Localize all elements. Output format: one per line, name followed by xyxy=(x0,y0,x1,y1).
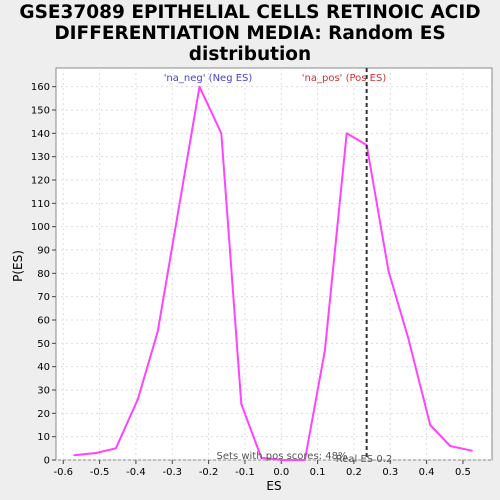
x-tick-label: -0.2 xyxy=(199,467,219,478)
y-tick-label: 40 xyxy=(37,362,50,373)
es-density-point xyxy=(220,132,223,135)
x-tick-label: 0.3 xyxy=(382,467,398,478)
y-tick-label: 100 xyxy=(31,222,50,233)
x-tick-label: 0.5 xyxy=(455,467,471,478)
es-density-point xyxy=(304,459,306,461)
es-density-point xyxy=(280,459,283,461)
plot-area xyxy=(55,67,493,461)
es-density-point xyxy=(198,85,201,88)
pos-scores-annotation: Sets with pos scores: 48% xyxy=(217,451,348,462)
es-density-point xyxy=(471,449,473,452)
legend-pos-label: 'na_pos' (Pos ES) xyxy=(302,73,387,84)
y-tick-label: 50 xyxy=(37,339,50,350)
y-tick-label: 160 xyxy=(31,82,50,93)
es-density-point xyxy=(345,132,348,135)
es-density-point xyxy=(260,456,263,459)
x-tick-label: 0.1 xyxy=(310,467,326,478)
x-tick-label: 0.4 xyxy=(419,467,435,478)
y-tick-label: 10 xyxy=(37,432,50,443)
es-density-point xyxy=(449,445,452,447)
x-axis-title: ES xyxy=(266,479,281,493)
y-tick-label: 90 xyxy=(37,246,50,257)
chart-title: GSE37089 EPITHELIAL CELLS RETINOIC ACID … xyxy=(0,2,500,65)
x-tick-label: -0.3 xyxy=(163,467,183,478)
es-density-point xyxy=(324,349,326,352)
grid xyxy=(56,68,492,461)
es-density-point xyxy=(387,270,390,272)
es-density-point xyxy=(95,452,97,454)
es-density-point xyxy=(115,447,117,450)
y-tick-label: 150 xyxy=(31,106,50,117)
real-es-label: Real ES 0.2 xyxy=(336,454,392,465)
y-tick-label: 60 xyxy=(37,316,50,327)
es-density-point xyxy=(136,398,139,401)
y-tick-label: 30 xyxy=(37,386,50,397)
y-tick-label: 80 xyxy=(37,269,50,280)
x-tick-label: 0.2 xyxy=(346,467,362,478)
x-tick-label: 0.0 xyxy=(273,467,289,478)
es-density-point xyxy=(73,454,75,457)
chart-title-line-2: DIFFERENTIATION MEDIA: Random ES xyxy=(54,23,446,44)
chart-title-line-1: GSE37089 EPITHELIAL CELLS RETINOIC ACID xyxy=(19,2,481,23)
axes: 0 10 20 30 40 50 60 70 80 90 100 110 120 130 140 150 160… xyxy=(31,82,471,478)
x-tick-label: -0.1 xyxy=(235,467,255,478)
legend-neg-label: 'na_neg' (Neg ES) xyxy=(164,73,253,84)
es-density-point xyxy=(156,330,159,333)
y-tick-label: 20 xyxy=(37,409,50,420)
x-tick-label: -0.4 xyxy=(126,467,146,478)
y-tick-label: 70 xyxy=(37,292,50,303)
y-tick-label: 140 xyxy=(31,129,50,140)
y-tick-label: 110 xyxy=(31,199,50,210)
y-tick-label: 130 xyxy=(31,152,50,163)
x-tick-label: -0.6 xyxy=(54,467,74,478)
x-tick-label: -0.5 xyxy=(90,467,110,478)
y-axis-title: P(ES) xyxy=(11,250,25,282)
es-density-point xyxy=(240,403,243,405)
es-density-point xyxy=(407,337,410,340)
chart-title-line-3: distribution xyxy=(188,44,312,65)
y-tick-label: 120 xyxy=(31,176,50,187)
y-tick-label: 0 xyxy=(44,456,50,467)
es-density-point xyxy=(429,424,432,426)
